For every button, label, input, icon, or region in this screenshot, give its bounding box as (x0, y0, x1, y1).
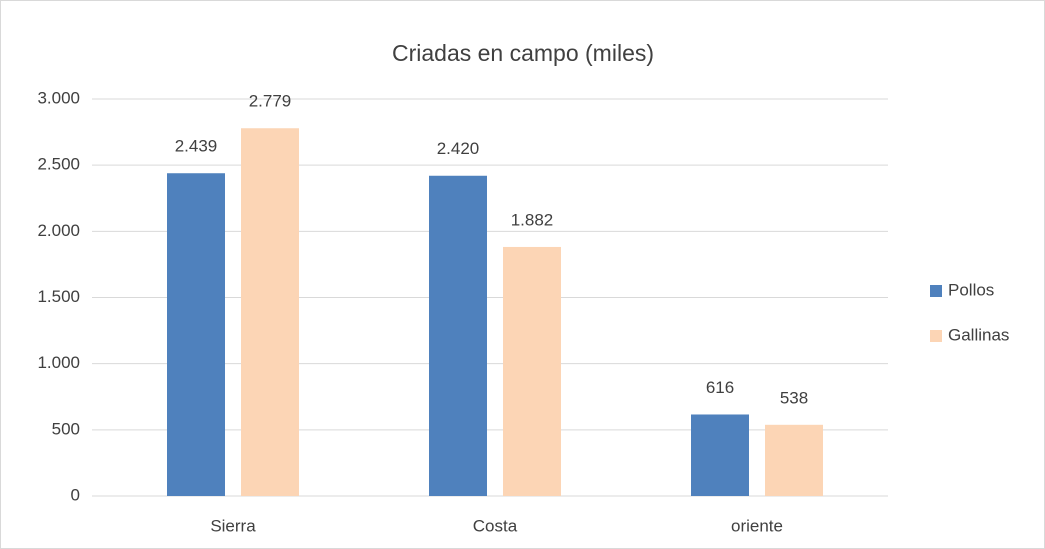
y-tick-label: 500 (52, 419, 80, 438)
chart-title: Criadas en campo (miles) (392, 40, 654, 66)
y-tick-label: 1.000 (37, 353, 80, 372)
value-label: 2.420 (437, 139, 480, 158)
legend-label: Gallinas (948, 325, 1009, 344)
value-label: 616 (706, 378, 734, 397)
bar (429, 175, 487, 496)
value-label: 2.779 (249, 92, 292, 111)
legend-swatch (930, 285, 942, 297)
x-tick-label: Costa (473, 516, 518, 535)
x-tick-label: oriente (731, 516, 783, 535)
x-tick-label: Sierra (210, 516, 256, 535)
bar (167, 173, 225, 496)
y-tick-label: 0 (71, 485, 80, 504)
y-tick-label: 1.500 (37, 287, 80, 306)
bar (691, 414, 749, 496)
bar (765, 424, 823, 496)
y-tick-label: 2.000 (37, 221, 80, 240)
y-tick-label: 2.500 (37, 155, 80, 174)
value-label: 1.882 (511, 210, 554, 229)
legend-label: Pollos (948, 280, 994, 299)
bar (503, 246, 561, 496)
bar (241, 128, 299, 496)
value-label: 2.439 (175, 137, 218, 156)
y-tick-label: 3.000 (37, 88, 80, 107)
value-label: 538 (780, 388, 808, 407)
legend-swatch (930, 330, 942, 342)
